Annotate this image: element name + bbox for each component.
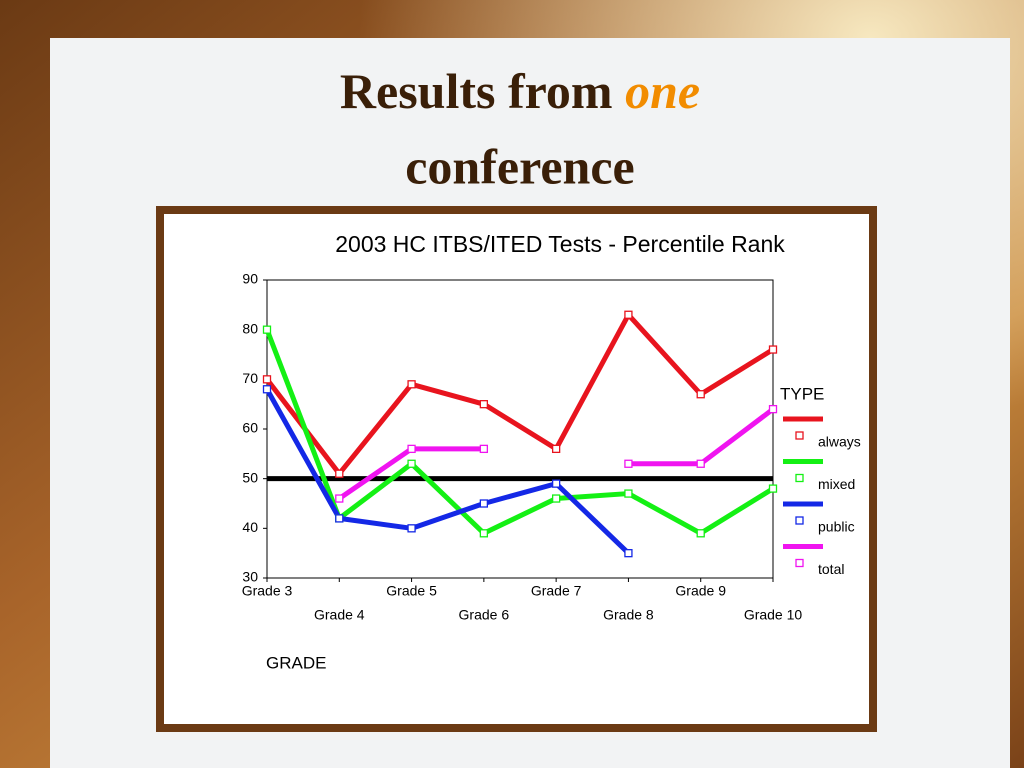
point-marker [335,494,344,503]
point-marker [551,479,561,488]
series-line [264,328,775,536]
title-text: Results from [340,63,613,119]
point-marker [696,529,705,538]
point-marker [624,459,633,468]
point-marker [407,380,416,389]
legend-marker [795,516,804,525]
series-line [265,312,775,477]
legend-label: total [818,561,844,577]
legend-marker [795,431,804,440]
point-marker [768,404,778,414]
point-marker [335,469,344,478]
y-tick-label: 60 [242,420,258,436]
point-marker [262,385,272,394]
legend-label: public [818,519,855,535]
y-tick-label: 40 [242,519,258,535]
point-marker [407,524,416,533]
point-marker [479,499,489,508]
x-axis-label: GRADE [266,653,326,672]
x-tick-label: Grade 4 [314,607,365,623]
point-marker [624,549,633,558]
point-marker [696,459,705,468]
legend-label: always [818,434,861,450]
point-marker [696,390,705,399]
legend-marker [795,558,804,568]
y-tick-label: 30 [242,569,258,585]
point-marker [262,375,272,384]
chart-title: 2003 HC ITBS/ITED Tests - Percentile Ran… [335,231,785,257]
point-marker [479,444,489,454]
x-tick-label: Grade 9 [675,583,726,599]
slide-title: Results from one [340,63,700,119]
x-tick-label: Grade 10 [744,607,803,623]
point-marker [335,514,344,523]
y-tick-label: 50 [242,469,258,485]
slide-title: conference [405,138,635,194]
point-marker [624,489,633,498]
title-emphasis: one [625,63,700,119]
series-line [264,388,631,555]
x-tick-label: Grade 3 [242,583,293,599]
point-marker [479,400,489,409]
point-marker [768,484,778,493]
x-tick-label: Grade 7 [531,583,582,599]
point-marker [262,325,272,334]
point-marker [551,494,561,503]
chart-frame [156,206,877,732]
x-tick-label: Grade 5 [386,583,437,599]
y-tick-label: 90 [242,271,258,287]
y-tick-label: 70 [242,370,258,386]
x-tick-label: Grade 8 [603,607,654,623]
point-marker [624,310,633,319]
legend-marker [795,473,804,483]
legend-title: TYPE [780,384,824,403]
legend-label: mixed [818,476,855,492]
point-marker [551,444,561,454]
point-marker [407,459,416,468]
x-tick-label: Grade 6 [459,607,510,623]
point-marker [479,529,489,538]
point-marker [768,345,778,354]
y-tick-label: 80 [242,320,258,336]
point-marker [407,444,416,454]
